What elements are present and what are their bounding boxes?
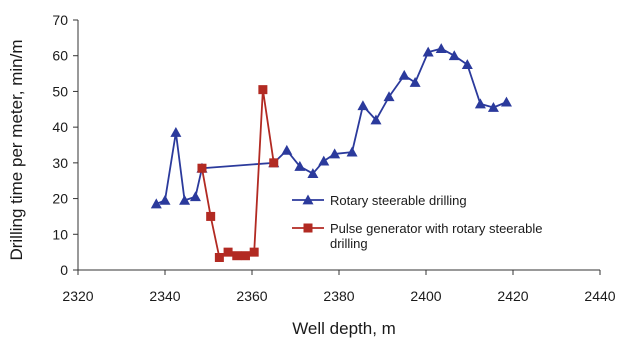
x-tick-label: 2400 bbox=[410, 288, 441, 304]
x-tick-label: 2440 bbox=[584, 288, 615, 304]
x-tick-label: 2420 bbox=[497, 288, 528, 304]
legend-label: Rotary steerable drilling bbox=[330, 193, 467, 208]
data-point bbox=[150, 198, 162, 209]
data-point bbox=[474, 98, 486, 109]
data-point bbox=[159, 194, 171, 205]
data-point bbox=[197, 163, 207, 173]
data-point bbox=[422, 46, 434, 57]
data-point bbox=[448, 50, 460, 61]
x-axis-title: Well depth, m bbox=[292, 319, 396, 338]
data-point bbox=[269, 158, 279, 168]
y-tick-label: 20 bbox=[52, 191, 68, 207]
y-tick-label: 50 bbox=[52, 83, 68, 99]
x-tick-label: 2340 bbox=[149, 288, 180, 304]
legend: Rotary steerable drilling Pulse generator… bbox=[292, 193, 542, 251]
data-point bbox=[307, 168, 319, 178]
data-point bbox=[249, 247, 259, 257]
data-point bbox=[223, 247, 233, 257]
y-tick-label: 70 bbox=[52, 12, 68, 28]
plot-area bbox=[150, 43, 512, 262]
x-tick-label: 2360 bbox=[236, 288, 267, 304]
y-tick-label: 40 bbox=[52, 119, 68, 135]
x-tick-label: 2320 bbox=[62, 288, 93, 304]
legend-label: Pulse generator with rotary steerable dri… bbox=[330, 221, 542, 251]
data-point bbox=[318, 155, 330, 166]
y-axis-title: Drilling time per meter, min/m bbox=[7, 39, 26, 260]
x-tick-label: 2380 bbox=[323, 288, 354, 304]
data-point bbox=[409, 77, 421, 87]
axes: 0 10 20 30 40 50 60 70 2320 2340 2360 2380 2400 2420 2… bbox=[52, 12, 615, 304]
data-point bbox=[240, 251, 250, 261]
y-tick-label: 30 bbox=[52, 155, 68, 171]
data-point bbox=[487, 102, 499, 112]
data-point bbox=[294, 160, 306, 171]
legend-entry-1: Rotary steerable drilling bbox=[292, 193, 467, 208]
data-point bbox=[329, 148, 341, 159]
data-point bbox=[281, 144, 293, 155]
data-point bbox=[189, 191, 201, 202]
data-point bbox=[357, 100, 369, 111]
series-line bbox=[155, 47, 507, 205]
legend-marker bbox=[302, 194, 314, 205]
data-point bbox=[435, 43, 447, 53]
data-point bbox=[370, 114, 382, 125]
data-point bbox=[214, 253, 224, 262]
data-point bbox=[346, 146, 358, 157]
data-point bbox=[258, 85, 268, 95]
data-point bbox=[500, 96, 512, 107]
data-point bbox=[232, 251, 242, 261]
data-point bbox=[383, 91, 395, 102]
data-point bbox=[398, 69, 410, 80]
y-tick-label: 60 bbox=[52, 48, 68, 64]
data-point bbox=[170, 127, 182, 137]
y-tick-label: 10 bbox=[52, 226, 68, 242]
legend-entry-2: Pulse generator with rotary steerable dri… bbox=[292, 221, 542, 251]
data-point bbox=[461, 59, 473, 70]
data-point bbox=[179, 194, 191, 205]
legend-marker bbox=[303, 223, 313, 233]
series-1 bbox=[150, 43, 512, 209]
data-point bbox=[206, 211, 216, 221]
y-tick-label: 0 bbox=[60, 262, 68, 278]
series-2 bbox=[197, 85, 279, 262]
series-line bbox=[201, 88, 275, 259]
